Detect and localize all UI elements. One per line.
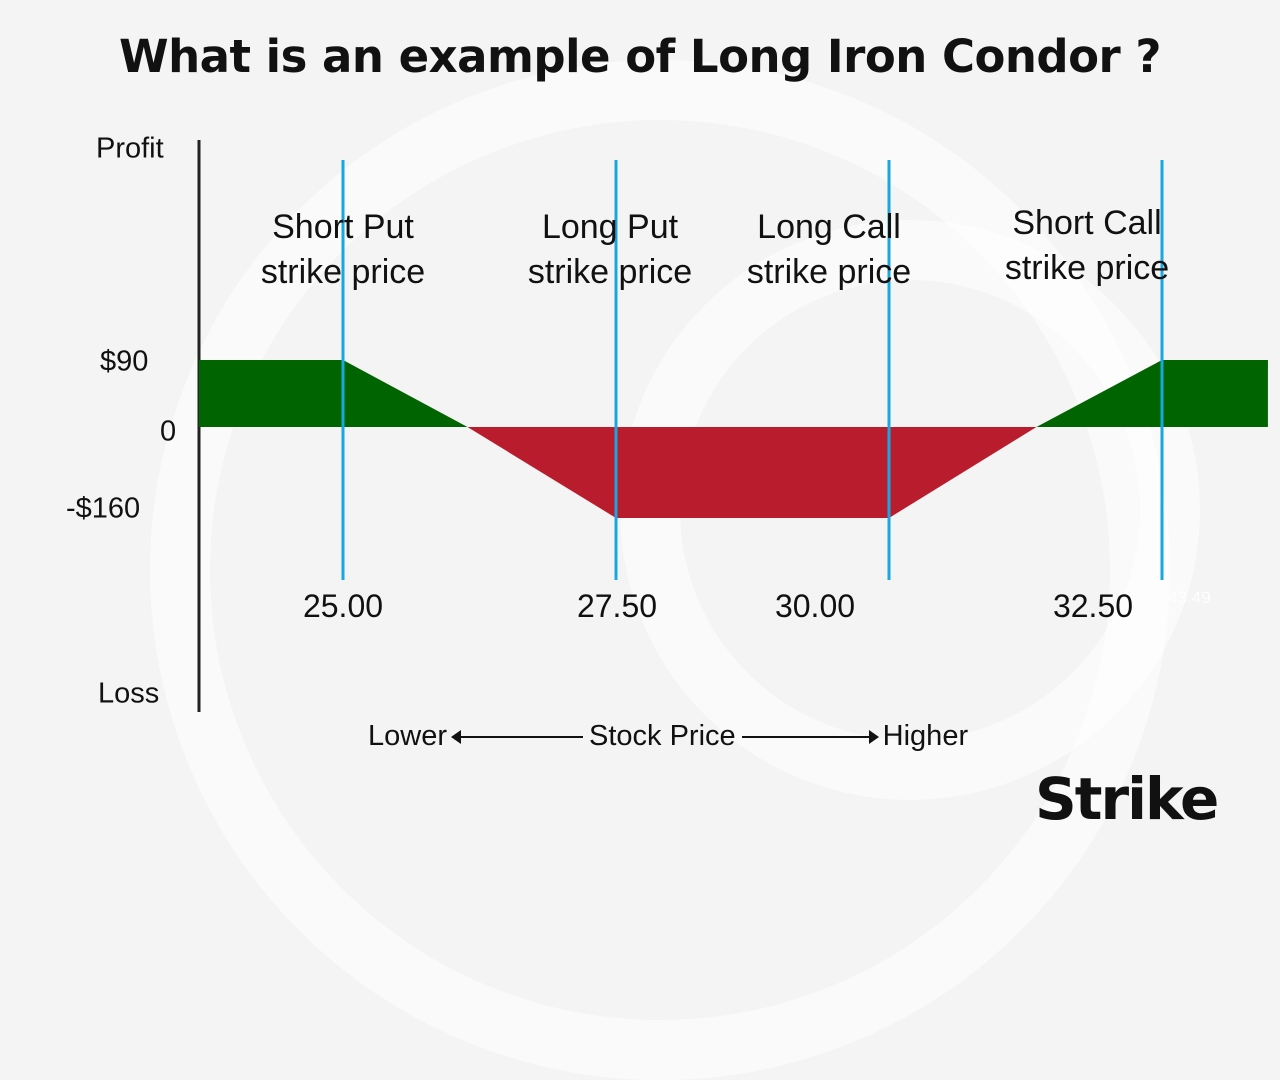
y-tick-label: $90 xyxy=(100,345,149,378)
profit-area xyxy=(1036,360,1268,427)
y-tick-label: 0 xyxy=(160,415,177,448)
watermark: 43.49 xyxy=(1168,588,1211,607)
page-title: What is an example of Long Iron Condor ? xyxy=(118,30,1162,83)
strike-logo: Strike xyxy=(1035,765,1219,833)
x-label: Stock Price xyxy=(589,720,736,752)
logo-accent: ke xyxy=(1144,765,1219,833)
logo-text: Stri xyxy=(1035,765,1147,833)
y-label-loss: Loss xyxy=(98,677,160,710)
label-line: strike price xyxy=(260,253,426,291)
y-tick-label: -$160 xyxy=(66,492,141,525)
profit-area xyxy=(198,360,468,427)
label-line: Long Put xyxy=(541,208,679,246)
x-direction-lower: Lower xyxy=(368,720,447,752)
label-line: strike price xyxy=(746,253,912,291)
x-direction-higher: Higher xyxy=(882,720,969,752)
arrow-left-icon xyxy=(451,729,583,744)
y-label-profit: Profit xyxy=(96,132,164,165)
x-tick-label: 27.50 xyxy=(576,588,658,624)
x-tick-label: 32.50 xyxy=(1052,588,1134,624)
arrow-right-icon xyxy=(741,729,879,744)
x-tick-label: 30.00 xyxy=(774,588,856,624)
strike-label-short-put: Short Put strike price xyxy=(261,205,425,295)
x-axis-label: Lower Stock Price Higher xyxy=(368,720,968,753)
label-line: Short Put xyxy=(272,208,414,246)
strike-label-long-put: Long Put strike price xyxy=(528,205,692,295)
payoff-chart xyxy=(197,140,1268,712)
strike-label-short-call: Short Call strike price xyxy=(1005,201,1169,291)
loss-area xyxy=(467,427,1037,518)
label-line: strike price xyxy=(1004,249,1170,287)
label-line: strike price xyxy=(527,253,693,291)
label-line: Short Call xyxy=(1012,204,1162,242)
label-line: Long Call xyxy=(757,208,901,246)
x-tick-label: 25.00 xyxy=(302,588,384,624)
strike-label-long-call: Long Call strike price xyxy=(747,205,911,295)
